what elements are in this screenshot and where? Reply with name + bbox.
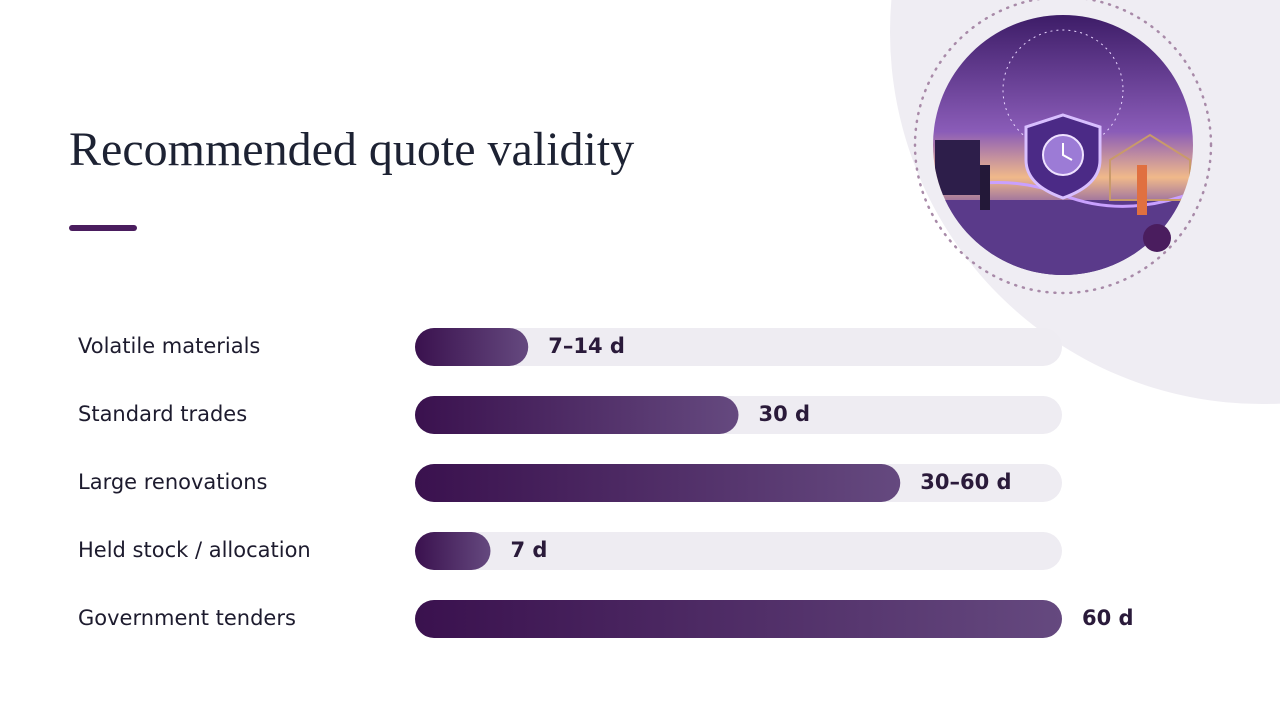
category-label: Government tenders bbox=[78, 606, 296, 630]
value-label: 60 d bbox=[1082, 606, 1134, 630]
value-label: 7 d bbox=[510, 538, 547, 562]
bar bbox=[415, 464, 901, 502]
dotted-ring bbox=[913, 0, 1213, 295]
category-label: Volatile materials bbox=[78, 334, 260, 358]
value-label: 7–14 d bbox=[548, 334, 625, 358]
bar bbox=[415, 396, 739, 434]
chart-title: Recommended quote validity bbox=[69, 123, 634, 176]
bar bbox=[415, 328, 529, 366]
category-label: Large renovations bbox=[78, 470, 267, 494]
accent-dot bbox=[1143, 224, 1171, 252]
bar-chart: Volatile materials 7–14 d Standard trades 3… bbox=[78, 328, 1134, 638]
value-label: 30 d bbox=[759, 402, 811, 426]
value-label: 30–60 d bbox=[920, 470, 1011, 494]
title-accent bbox=[69, 225, 137, 231]
category-label: Held stock / allocation bbox=[78, 538, 311, 562]
bar bbox=[415, 532, 491, 570]
bar-track bbox=[415, 532, 1062, 570]
bar bbox=[415, 600, 1062, 638]
bar-track bbox=[415, 328, 1062, 366]
category-label: Standard trades bbox=[78, 402, 247, 426]
